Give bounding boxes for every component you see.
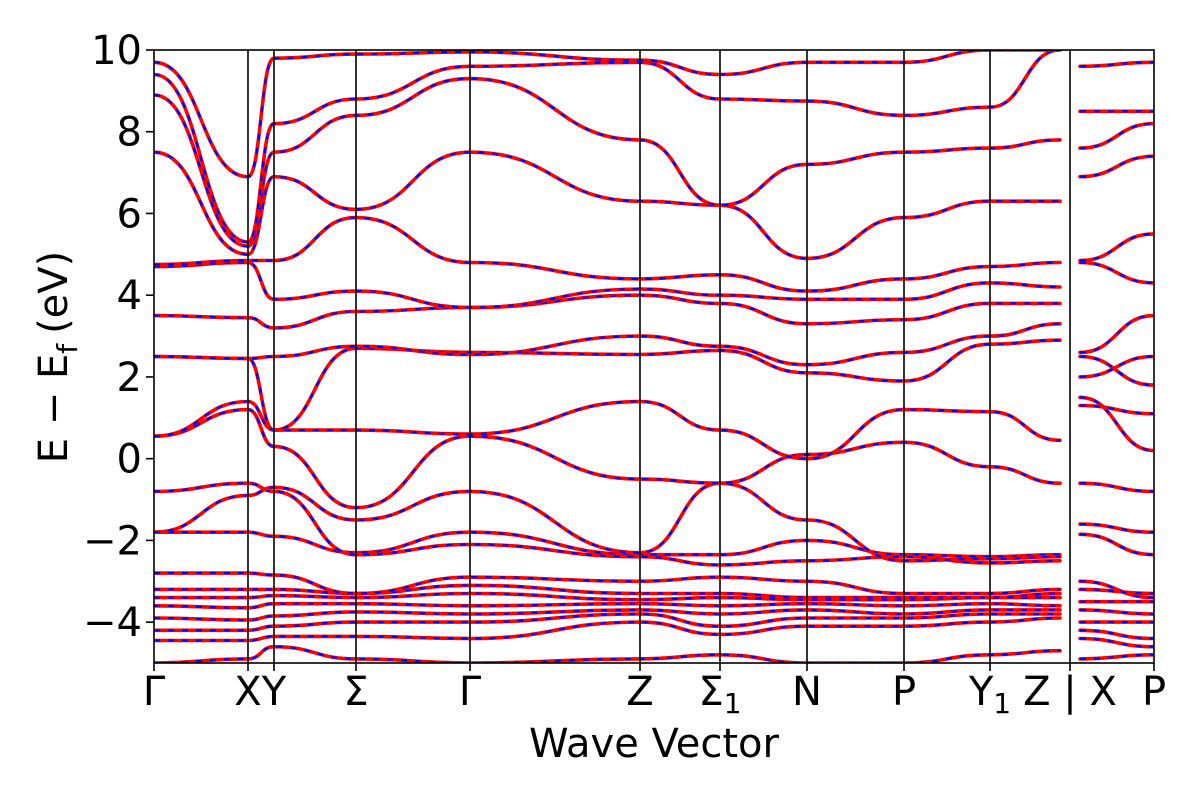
band-lines — [154, 50, 1154, 663]
x-tick-label: Σ — [343, 669, 368, 715]
x-tick-label: X — [234, 669, 261, 715]
y-tick-label: 8 — [117, 110, 142, 156]
high-symmetry-lines — [247, 50, 1071, 663]
band-line-blue-dashed — [154, 482, 1154, 567]
band-line-blue-dashed — [154, 396, 1154, 509]
band-line-blue-dashed — [154, 608, 1154, 624]
band-line-blue-dashed — [154, 584, 1154, 599]
band-line-blue-dashed — [154, 339, 1154, 432]
y-axis-label-subscript: f — [51, 343, 84, 354]
x-tick-label: Z | X — [1023, 669, 1117, 715]
x-tick-label: Γ — [459, 669, 482, 715]
y-tick-label: 0 — [117, 437, 142, 483]
band-line-blue-dashed — [154, 616, 1154, 648]
x-tick-label: P — [892, 669, 916, 715]
band-line-blue-dashed — [154, 612, 1154, 640]
band-line-blue-dashed — [154, 216, 1154, 293]
y-axis-ticks: 10 8 6 4 2 0 −2 −4 — [83, 28, 154, 646]
band-line-blue-dashed — [154, 571, 1154, 599]
y-tick-label: −4 — [83, 600, 142, 646]
band-line-blue-dashed — [154, 602, 1154, 616]
band-line-blue-dashed — [154, 592, 1154, 603]
y-axis-label-main: E − E — [31, 354, 77, 464]
plot-frame — [153, 49, 1155, 664]
y-tick-label: 6 — [117, 191, 142, 237]
y-tick-label: 10 — [91, 28, 142, 74]
x-tick-label: Γ — [143, 669, 166, 715]
y-tick-label: 2 — [117, 355, 142, 401]
band-line-blue-dashed — [154, 50, 1154, 244]
x-tick-label: Z — [626, 669, 653, 715]
x-tick-label: Y — [261, 669, 287, 715]
x-tick-label: P — [1142, 669, 1166, 715]
x-tick-label: N — [792, 669, 822, 715]
svg-text:E − Ef(eV): E − Ef (eV) — [31, 251, 84, 464]
band-line-blue-dashed — [154, 261, 1154, 309]
band-line-blue-dashed — [154, 531, 1154, 558]
y-tick-label: 4 — [117, 273, 142, 319]
y-axis-label-unit: (eV) — [31, 251, 77, 334]
y-axis-label: E − Ef (eV) — [31, 251, 84, 464]
x-axis-label: Wave Vector — [529, 721, 780, 767]
y-tick-label: −2 — [83, 518, 142, 564]
